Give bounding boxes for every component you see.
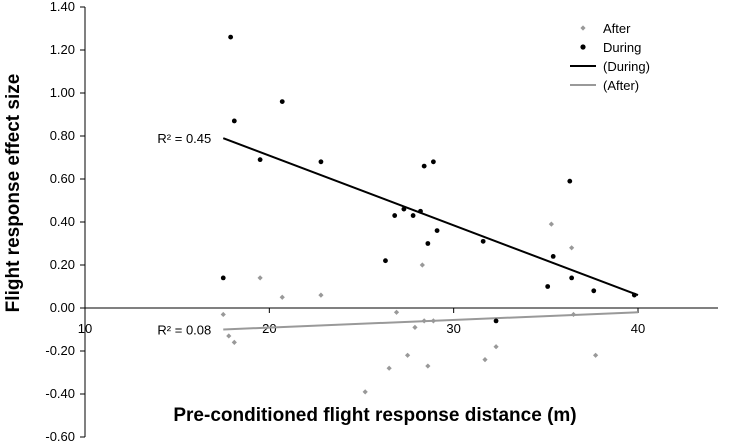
x-tick-label: 30 [446, 321, 460, 336]
y-tick-label: 1.20 [50, 42, 75, 57]
trendline-after [223, 311, 639, 331]
trendline-labels: R² = 0.45 R² = 0.08 [157, 131, 211, 337]
point-during [631, 292, 637, 298]
y-tick-label: 0.20 [50, 257, 75, 272]
point-during [383, 258, 388, 264]
point-after [404, 352, 411, 358]
legend-label: During [603, 40, 641, 55]
x-axis-title: Pre-conditioned flight response distance… [173, 405, 576, 426]
legend-label: After [603, 21, 631, 36]
point-during [425, 241, 431, 246]
point-after [482, 357, 488, 363]
point-during [392, 213, 398, 218]
legend: After During (During) (After) [570, 21, 650, 93]
trendlines [222, 137, 639, 331]
point-during [257, 157, 263, 163]
y-tick-label: -0.20 [45, 343, 75, 358]
point-after [419, 262, 425, 268]
y-tick-label: 0.00 [50, 300, 75, 315]
y-axis-title: Flight response effect size [3, 74, 24, 313]
point-during [550, 254, 556, 259]
point-during [279, 99, 285, 104]
point-during [430, 159, 436, 165]
point-during [418, 208, 423, 214]
point-during [480, 238, 486, 244]
point-after [279, 294, 285, 300]
point-during [591, 288, 597, 294]
y-tick-label: 0.60 [50, 171, 75, 186]
point-after [421, 318, 427, 324]
point-after [257, 275, 263, 281]
point-after [393, 309, 400, 315]
y-tick-label: 1.00 [50, 85, 75, 100]
point-during [569, 275, 575, 281]
y-tick-label: 0.80 [50, 128, 75, 143]
point-after [412, 324, 418, 330]
point-during [401, 206, 407, 212]
point-during [318, 159, 324, 165]
legend-marker-during [580, 44, 586, 50]
point-after [569, 245, 575, 251]
y-tick-label: -0.40 [45, 386, 75, 401]
point-during [220, 275, 226, 281]
legend-marker-after [580, 25, 586, 31]
point-during [567, 178, 573, 184]
point-during [421, 163, 427, 169]
point-after [220, 311, 226, 318]
point-during [493, 318, 499, 324]
legend-label: (During) [603, 59, 650, 74]
trendline-during [222, 137, 639, 297]
point-after [430, 318, 436, 324]
r-squared-label: R² = 0.45 [157, 131, 211, 146]
point-after [593, 352, 599, 358]
point-during [434, 228, 440, 234]
point-after [362, 389, 368, 395]
point-after [425, 363, 431, 369]
point-after [231, 339, 237, 345]
y-axis-ticks: -0.60 -0.40 -0.20 0.00 0.20 0.40 0.60 0.80 1.00 1… [45, 0, 85, 443]
point-after [318, 292, 324, 298]
legend-label: (After) [603, 78, 639, 93]
point-during [228, 34, 234, 40]
y-tick-label: 0.40 [50, 214, 75, 229]
point-after [548, 221, 554, 227]
point-during [545, 284, 551, 289]
point-during [231, 118, 237, 124]
point-after [493, 344, 499, 350]
y-tick-label: 1.40 [50, 0, 75, 14]
point-during [410, 213, 416, 218]
y-tick-label: -0.60 [45, 429, 75, 443]
x-tick-label: 40 [631, 321, 645, 336]
point-after [226, 333, 232, 339]
point-after [386, 365, 392, 371]
r-squared-label: R² = 0.08 [157, 323, 211, 338]
data-points [220, 34, 637, 395]
point-after [570, 311, 577, 318]
